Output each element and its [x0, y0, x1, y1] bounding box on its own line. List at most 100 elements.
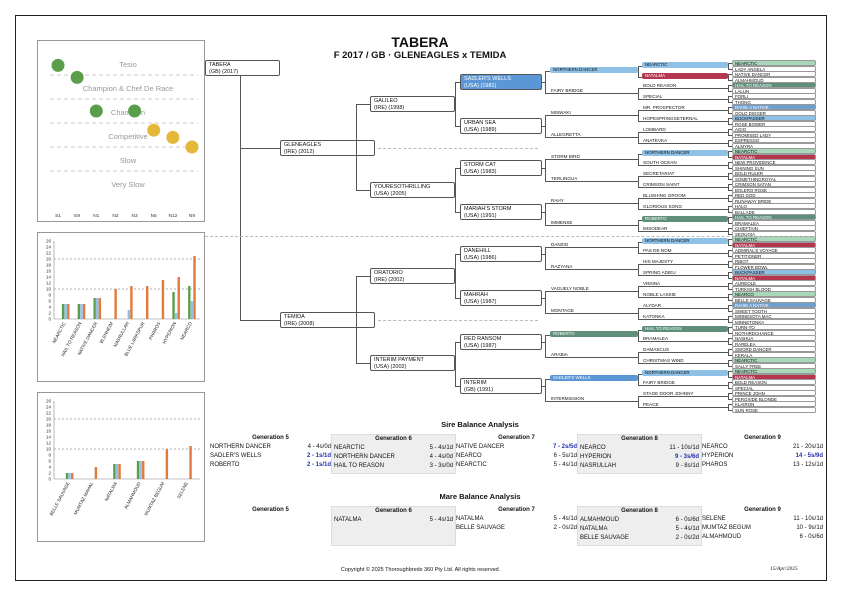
tree-connector [455, 168, 460, 169]
mare-bar [68, 473, 71, 479]
gen4-horse: NORTHERN DANCER [550, 67, 638, 73]
ancestor-count: 21 - 20s/1d [792, 444, 823, 450]
tree-connector [728, 228, 729, 234]
tree-connector [728, 63, 729, 69]
mare-y-tick: 26 [46, 399, 52, 404]
ancestor-name: NEARCO [456, 453, 482, 459]
rating-point [185, 140, 199, 154]
ancestor-count: 2 - 0s/2d [675, 535, 699, 541]
tree-connector [728, 167, 732, 169]
gen3-box: RED RANSOM (USA) (1987) [460, 334, 542, 350]
sire-y-tick: 2 [48, 311, 51, 316]
tree-connector [455, 126, 460, 127]
gen5-horse: PAS DE NOM [643, 248, 672, 253]
gen4-underline [550, 203, 638, 204]
generation-column: Generation 6 NEARCTIC 5 - 4s/1d NORTHERN DA… [331, 434, 456, 474]
tree-connector [728, 90, 732, 92]
tree-connector [638, 66, 642, 67]
tree-connector [638, 286, 642, 287]
mare-y-tick: 0 [48, 477, 51, 482]
sire-bar [82, 304, 86, 319]
tree-connector [455, 212, 460, 213]
tree-connector [728, 376, 732, 378]
gen3-box: MARIAH'S STORM (USA) (1991) [460, 204, 542, 220]
mare-bar [71, 473, 74, 479]
tree-connector [545, 115, 546, 137]
tree-connector [638, 121, 642, 122]
gen5-horse: ALYDAR [643, 303, 662, 308]
tree-connector [545, 71, 550, 72]
grandparent-box-line: GALILEO [374, 98, 398, 104]
tree-connector [638, 319, 642, 320]
rating-point [147, 123, 161, 137]
tree-connector [728, 404, 729, 410]
sire-dam-box-line: TEMIDA [284, 314, 305, 320]
ancestor-name: NATALMA [456, 516, 484, 522]
tree-connector [455, 168, 456, 212]
generation-header: Generation 9 [744, 435, 781, 441]
gen5-horse: CRIMSON SAINT [643, 182, 680, 187]
gen5-horse: BOLD REASON [643, 83, 677, 88]
tree-connector [728, 151, 732, 152]
ancestor-name: MUMTAZ BEGUM [702, 525, 751, 531]
sire-y-tick: 18 [46, 263, 52, 268]
generation-header: Generation 6 [375, 508, 412, 514]
gen4-horse: INTERMISSION [551, 396, 585, 401]
tree-connector [728, 184, 729, 190]
balance-row: NASRULLAH 9 - 8s/1d [578, 462, 701, 471]
balance-row: NEARCO 21 - 20s/1d [700, 443, 825, 452]
mare-bar [94, 467, 98, 479]
tree-connector [728, 250, 729, 256]
tree-connector [638, 154, 642, 155]
gen4-horse: TERLINGUA [551, 176, 578, 181]
ancestor-name: HYPERION [580, 454, 612, 460]
tree-connector [728, 283, 729, 289]
gen6-horse: SUN ROSE [732, 406, 816, 413]
sire-bar [67, 304, 70, 319]
gen5-underline [642, 275, 728, 276]
gen3-box-line: (USA) (1983) [464, 168, 497, 175]
tree-connector [728, 398, 732, 400]
tree-connector [728, 118, 729, 124]
balance-row: MUMTAZ BEGUM 10 - 9s/1d [700, 524, 825, 533]
generation-header: Generation 5 [252, 435, 289, 441]
balance-row: HYPERION 14 - 5s/9d [700, 452, 825, 461]
gen5-horse: SPECIAL [643, 94, 663, 99]
tree-connector [638, 330, 642, 331]
grandparent-box-line: YOURESOTHRILLING [374, 184, 431, 190]
gen5-underline [642, 209, 728, 210]
gen4-horse: RAHY [551, 198, 564, 203]
balance-row: NEARCTIC 5 - 4s/1d [332, 444, 455, 453]
tree-connector [728, 239, 729, 245]
mare-bar [142, 461, 145, 479]
sire-bar [96, 298, 99, 319]
gen5-underline [642, 187, 728, 188]
rating-point [166, 130, 180, 144]
gen5-underline [642, 176, 728, 177]
gen5-horse: PEACE [643, 402, 659, 407]
tree-connector [728, 96, 732, 97]
ancestor-count: 2 - 1s/1d [306, 462, 331, 468]
gen5-horse: NORTHERN DANCER [642, 150, 728, 156]
mare-bar [113, 464, 116, 479]
subject-horse-line: TABERA [209, 62, 231, 68]
balance-row: PHAROS 13 - 12s/1d [700, 461, 825, 470]
tree-connector [728, 140, 729, 146]
sire-bar [64, 304, 67, 319]
sire-dam-box-line: (IRE) (2008) [284, 320, 315, 327]
generation-column: Generation 7 NATIVE DANCER 7 - 2s/5d NEARCO… [454, 434, 579, 474]
tree-connector [545, 71, 546, 93]
rating-point [128, 104, 142, 118]
mare-chart-panel: 0 2 4 6 8 10 12 14 16 18 20 22 24 26 BELLE SAUVAGE MUMT… [37, 392, 205, 542]
ancestor-name: ALMAHMOUD [702, 534, 742, 540]
rating-scatter: Tesio Champion & Chef De Race Champion Comp… [50, 58, 199, 219]
tree-connector [728, 200, 732, 202]
gen5-underline [642, 253, 728, 254]
tree-connector [455, 82, 460, 83]
gen5-horse: NATALMA [642, 73, 728, 79]
gen3-box-line: (GB) (1991) [464, 386, 494, 393]
generation-column: Generation 6 NATALMA 5 - 4s/1d [331, 506, 456, 546]
tree-connector [545, 93, 550, 94]
gen4-horse: MISWAKI [551, 110, 571, 115]
